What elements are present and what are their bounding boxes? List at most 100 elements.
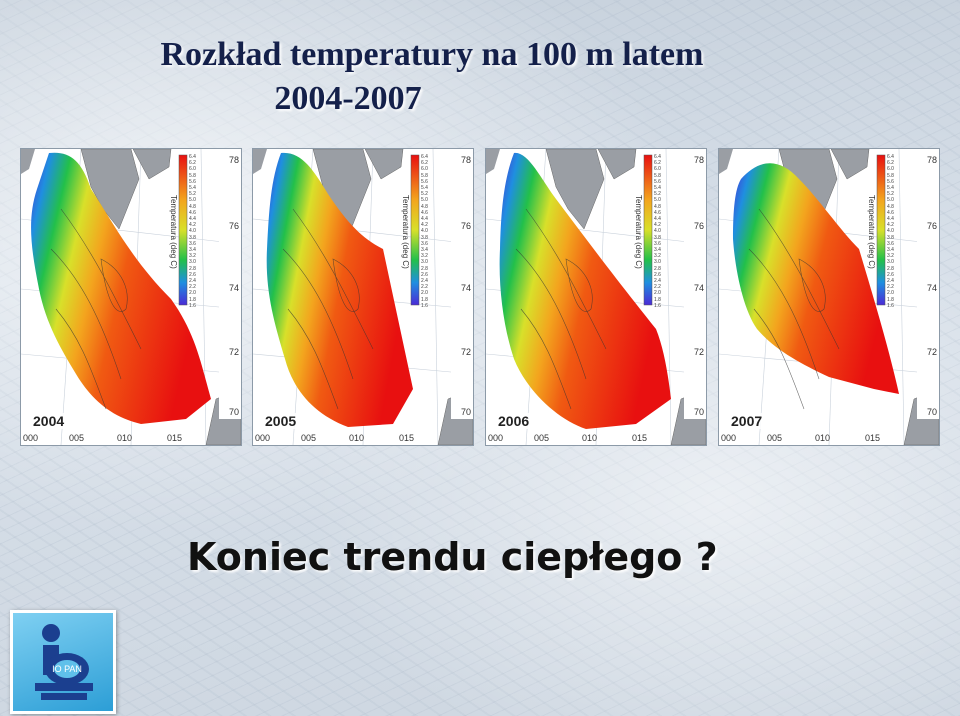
colorbar-tick: 5.4 [887, 185, 894, 192]
colorbar-tick: 2.0 [887, 290, 894, 297]
colorbar-tick: 5.0 [654, 197, 661, 204]
colorbar-tick: 5.2 [654, 191, 661, 198]
latitude-tick: 72 [460, 347, 471, 357]
colorbar-tick: 1.8 [421, 296, 428, 303]
colorbar-tick: 5.0 [887, 197, 894, 204]
colorbar-tick: 4.6 [189, 209, 196, 216]
colorbar-tick: 5.8 [887, 172, 894, 179]
colorbar-tick: 4.4 [421, 216, 428, 223]
longitude-tick: 015 [632, 433, 648, 443]
colorbar-label: Temperatura (deg C) [634, 195, 643, 269]
colorbar-tick: 6.4 [421, 154, 428, 160]
longitude-ticks: 000 005 010 015 [486, 433, 706, 445]
longitude-tick: 010 [582, 433, 598, 443]
colorbar-tick: 2.6 [654, 271, 661, 278]
colorbar-tick: 2.2 [887, 284, 894, 291]
latitude-tick: 70 [693, 407, 704, 417]
latitude-tick: 70 [460, 407, 471, 417]
latitude-tick: 74 [228, 283, 239, 293]
colorbar-tick: 5.2 [421, 191, 428, 198]
colorbar-tick: 6.2 [654, 160, 661, 167]
slide-subtitle: Koniec trendu ciepłego ? [187, 535, 718, 579]
colorbar-tick: 5.2 [887, 191, 894, 198]
institute-logo: IO PAN [10, 610, 116, 714]
slide-title-line-1: Rozkład temperatury na 100 m latem [160, 36, 704, 73]
latitude-tick: 70 [228, 407, 239, 417]
colorbar-tick: 3.4 [421, 247, 428, 254]
colorbar-tick: 3.8 [887, 234, 894, 241]
colorbar-tick: 4.0 [421, 228, 428, 235]
colorbar-tick: 5.6 [654, 178, 661, 185]
colorbar-tick: 1.8 [887, 296, 894, 303]
colorbar-tick: 5.4 [421, 185, 428, 192]
colorbar-label: Temperatura (deg C) [401, 195, 410, 269]
longitude-tick: 015 [167, 433, 183, 443]
longitude-ticks: 000 005 010 015 [21, 433, 241, 445]
colorbar-tick: 2.8 [654, 265, 661, 272]
colorbar-tick: 4.8 [189, 203, 196, 210]
colorbar-tick: 4.0 [654, 228, 661, 235]
longitude-tick: 010 [117, 433, 133, 443]
colorbar-tick: 1.8 [654, 296, 661, 303]
colorbar-tick: 2.2 [189, 284, 196, 291]
longitude-ticks: 000 005 010 015 [253, 433, 473, 445]
longitude-tick: 000 [255, 433, 271, 443]
longitude-tick: 000 [721, 433, 737, 443]
colorbar-tick: 4.4 [654, 216, 661, 223]
colorbar-tick: 5.6 [887, 178, 894, 185]
colorbar-tick: 4.2 [189, 222, 196, 229]
colorbar-tick: 6.2 [421, 160, 428, 167]
longitude-tick: 015 [399, 433, 415, 443]
panel-year-label: 2007 [729, 413, 765, 429]
temperature-map-panel-2007: 6.4 6.2 6.0 5.8 5.6 5.4 5.2 5.0 4.8 4.6 4.4 4.2 4.0 3… [718, 148, 940, 446]
colorbar-tick: 3.2 [189, 253, 196, 260]
latitude-tick: 70 [926, 407, 937, 417]
colorbar-tick: 3.6 [654, 240, 661, 247]
longitude-tick: 005 [69, 433, 85, 443]
logo-lettering: IO PAN [52, 664, 82, 674]
latitude-tick: 74 [693, 283, 704, 293]
colorbar-ticks: 6.4 6.2 6.0 5.8 5.6 5.4 5.2 5.0 4.8 4.6 4.4 4.2 4.0 3… [887, 154, 894, 309]
colorbar-tick: 3.2 [654, 253, 661, 260]
institute-logo-icon: IO PAN [35, 624, 93, 700]
latitude-tick: 76 [228, 221, 239, 231]
latitude-tick: 78 [693, 155, 704, 165]
colorbar-tick: 4.8 [887, 203, 894, 210]
colorbar-tick: 5.8 [189, 172, 196, 179]
colorbar-tick: 5.2 [189, 191, 196, 198]
latitude-tick: 72 [693, 347, 704, 357]
colorbar-tick: 2.0 [421, 290, 428, 297]
panel-year-label: 2005 [263, 413, 299, 429]
colorbar-tick: 5.0 [189, 197, 196, 204]
temperature-map-2004 [21, 149, 241, 445]
colorbar-tick: 2.0 [654, 290, 661, 297]
latitude-tick: 72 [926, 347, 937, 357]
temperature-map-2005 [253, 149, 473, 445]
latitude-tick: 72 [228, 347, 239, 357]
panel-year-label: 2004 [31, 413, 67, 429]
colorbar-tick: 2.4 [887, 278, 894, 285]
colorbar-tick: 2.4 [189, 278, 196, 285]
colorbar-tick: 4.6 [887, 209, 894, 216]
colorbar-tick: 4.6 [421, 209, 428, 216]
longitude-tick: 010 [815, 433, 831, 443]
colorbar-ticks: 6.4 6.2 6.0 5.8 5.6 5.4 5.2 5.0 4.8 4.6 4.4 4.2 4.0 3… [189, 154, 196, 309]
colorbar-tick: 4.2 [654, 222, 661, 229]
longitude-tick: 005 [534, 433, 550, 443]
colorbar-tick: 2.2 [654, 284, 661, 291]
colorbar-ticks: 6.4 6.2 6.0 5.8 5.6 5.4 5.2 5.0 4.8 4.6 4.4 4.2 4.0 3… [421, 154, 428, 309]
panel-year-label: 2006 [496, 413, 532, 429]
latitude-tick: 76 [693, 221, 704, 231]
latitude-tick: 74 [460, 283, 471, 293]
slide-title-line-2: 2004-2007 [274, 80, 422, 117]
colorbar-tick: 6.4 [887, 154, 894, 160]
colorbar-tick: 6.0 [887, 166, 894, 173]
colorbar-tick: 3.2 [421, 253, 428, 260]
longitude-ticks: 000 005 010 015 [719, 433, 939, 445]
colorbar-tick: 2.2 [421, 284, 428, 291]
longitude-tick: 010 [349, 433, 365, 443]
colorbar-tick: 2.6 [189, 271, 196, 278]
longitude-tick: 000 [488, 433, 504, 443]
colorbar-tick: 2.4 [654, 278, 661, 285]
colorbar-tick: 5.6 [189, 178, 196, 185]
